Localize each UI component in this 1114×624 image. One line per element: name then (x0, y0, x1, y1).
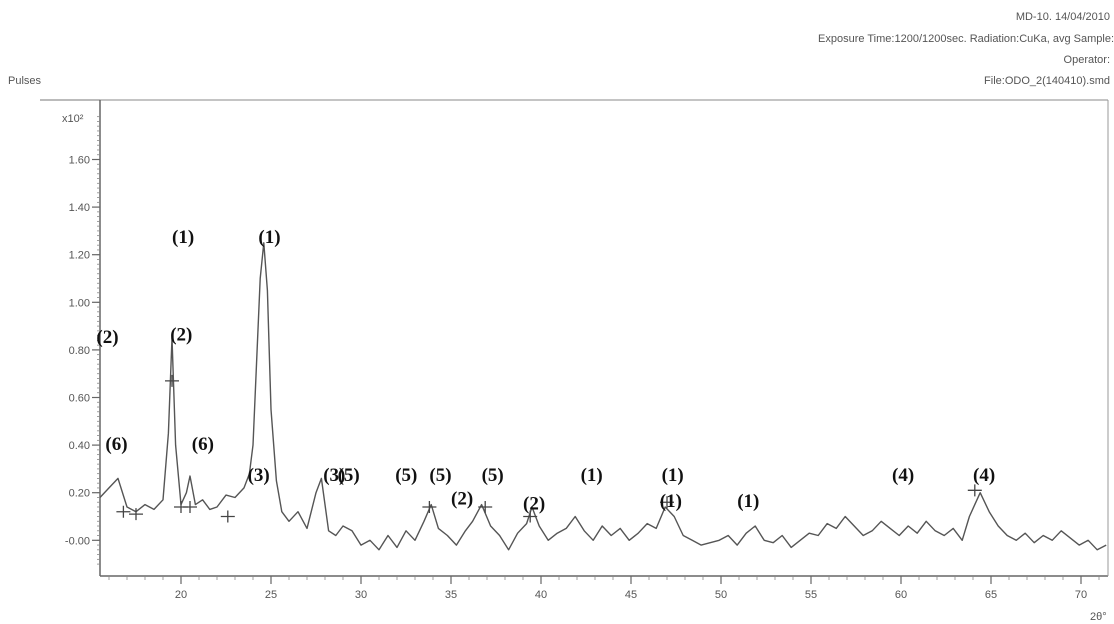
peak-marker (422, 500, 437, 513)
x-tick-label: 50 (715, 589, 727, 601)
peak-label: (1) (660, 491, 682, 512)
y-tick-label: 0.40 (69, 440, 90, 452)
x-tick-label: 30 (355, 589, 367, 601)
peak-marker (183, 500, 197, 513)
x-tick-label: 45 (625, 589, 637, 601)
peak-marker (660, 496, 674, 509)
header-line-3: Operator: (1064, 54, 1110, 66)
y-tick-label: -0.00 (65, 535, 90, 547)
diffraction-pattern-line (99, 242, 1107, 551)
y-tick-label: 0.60 (69, 393, 90, 405)
peak-label: (2) (96, 327, 118, 348)
peak-label: (6) (105, 434, 127, 455)
y-tick-label: 1.20 (69, 250, 90, 262)
peak-label: (1) (581, 465, 603, 486)
header-line-1: MD-10. 14/04/2010 (1016, 11, 1110, 23)
peak-label: (2) (451, 489, 473, 510)
peak-label: (2) (523, 493, 545, 514)
peak-label: (6) (192, 434, 214, 455)
x-tick-label: 20 (175, 589, 187, 601)
peak-label: (1) (662, 465, 684, 486)
x-tick-label: 65 (985, 589, 997, 601)
y-tick-label: 1.40 (69, 202, 90, 214)
peak-marker (116, 505, 131, 518)
header-line-2: Exposure Time:1200/1200sec. Radiation:Cu… (818, 33, 1114, 45)
peak-label: (2) (170, 324, 192, 345)
peak-marker (967, 484, 982, 497)
y-tick-label: 1.00 (69, 297, 90, 309)
peak-marker (220, 510, 235, 523)
x-tick-label: 60 (895, 589, 907, 601)
peak-label: (5) (338, 465, 360, 486)
peak-label: (1) (258, 227, 280, 248)
header-line-4: File:ODO_2(140410).smd (984, 75, 1110, 87)
peak-label: (3) (323, 465, 345, 486)
peak-marker (478, 500, 493, 513)
y-multiplier-label: x10² (62, 113, 84, 125)
y-tick-label: 0.20 (69, 488, 90, 500)
x-tick-label: 55 (805, 589, 817, 601)
peak-label: (4) (892, 465, 914, 486)
peak-label: (1) (172, 227, 194, 248)
x-tick-label: 70 (1075, 589, 1087, 601)
peak-label: (5) (482, 465, 504, 486)
x-tick-label: 25 (265, 589, 277, 601)
y-tick-label: 1.60 (69, 155, 90, 167)
y-tick-label: 0.80 (69, 345, 90, 357)
x-tick-label: 35 (445, 589, 457, 601)
y-axis-label: Pulses (8, 75, 42, 87)
peak-label: (5) (395, 465, 417, 486)
peak-label: (5) (429, 465, 451, 486)
peak-marker (129, 508, 143, 521)
peak-label: (1) (737, 491, 759, 512)
plot-area: -0.00 0.20 0.40 0.60 0.80 1.00 1.20 1.40 1.60 20 2… (40, 99, 1109, 601)
peak-label: (4) (973, 465, 995, 486)
peak-label: (3) (248, 465, 270, 486)
x-tick-label: 40 (535, 589, 547, 601)
peak-marker (523, 510, 538, 523)
x-axis-label: 2θ° (1090, 611, 1107, 623)
peak-marker (165, 374, 179, 387)
